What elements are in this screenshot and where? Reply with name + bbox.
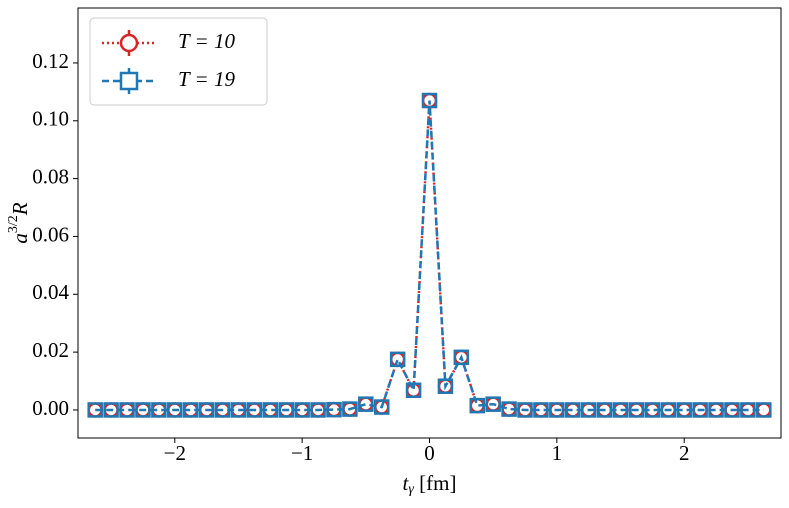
marker xyxy=(501,401,517,417)
marker xyxy=(421,92,438,109)
marker xyxy=(644,402,661,418)
marker xyxy=(310,402,326,418)
y-tick-label: 0.12 xyxy=(32,49,69,73)
y-tick-label: 0.08 xyxy=(32,164,69,188)
marker xyxy=(485,396,501,412)
marker xyxy=(342,401,358,417)
plot-area xyxy=(87,92,772,418)
marker xyxy=(230,402,247,418)
y-label-part: a xyxy=(8,233,32,244)
y-label-part: R xyxy=(8,202,32,216)
marker xyxy=(628,402,645,418)
legend-marker xyxy=(119,33,139,53)
y-tick-label: 0.00 xyxy=(32,396,69,420)
x-tick-label: 0 xyxy=(424,441,435,465)
marker xyxy=(182,402,199,418)
legend: T = 10 T = 19 xyxy=(89,17,268,106)
marker xyxy=(533,402,549,418)
x-label-part: γ xyxy=(408,482,414,497)
marker xyxy=(453,349,470,366)
marker xyxy=(405,382,422,399)
marker xyxy=(87,402,103,418)
y-tick-label: 0.10 xyxy=(32,107,69,131)
marker xyxy=(580,402,597,418)
marker xyxy=(389,351,406,368)
marker xyxy=(517,402,533,418)
marker xyxy=(612,402,629,418)
x-label-part: t xyxy=(403,471,410,495)
marker xyxy=(740,402,756,418)
marker xyxy=(167,402,183,418)
marker xyxy=(198,402,215,418)
marker xyxy=(214,402,231,418)
marker xyxy=(278,402,294,418)
marker xyxy=(389,351,406,368)
marker xyxy=(262,402,279,418)
marker xyxy=(151,402,167,418)
legend-marker xyxy=(119,71,139,91)
legend-label: T = 10 xyxy=(178,29,235,53)
x-tick-label: 1 xyxy=(552,441,563,465)
marker xyxy=(119,402,135,418)
marker xyxy=(660,402,677,418)
plot-frame xyxy=(77,7,782,439)
legend-label: T = 19 xyxy=(178,67,235,91)
marker xyxy=(596,402,613,418)
y-tick-label: 0.06 xyxy=(32,222,69,246)
x-axis-label: tγ [fm] xyxy=(403,471,457,497)
marker xyxy=(708,402,724,418)
marker xyxy=(676,402,692,418)
x-label-part: [fm] xyxy=(414,471,457,495)
series-line xyxy=(95,100,764,412)
marker xyxy=(724,402,740,418)
marker xyxy=(103,402,119,418)
marker xyxy=(565,402,581,418)
marker xyxy=(326,401,342,418)
marker xyxy=(692,402,708,418)
y-axis-label: a3/2R xyxy=(6,202,32,243)
marker xyxy=(135,402,151,418)
x-tick-label: 2 xyxy=(679,441,690,465)
marker xyxy=(437,378,454,394)
marker xyxy=(358,396,374,412)
y-tick-label: 0.02 xyxy=(32,338,69,362)
x-tick-label: −1 xyxy=(291,441,313,465)
marker xyxy=(294,402,310,418)
y-tick-label: 0.04 xyxy=(32,280,69,304)
marker xyxy=(373,399,390,415)
x-tick-label: −2 xyxy=(164,441,186,465)
marker xyxy=(469,397,486,414)
marker xyxy=(246,402,263,418)
y-label-part: 3/2 xyxy=(6,215,21,233)
marker xyxy=(756,402,772,418)
marker xyxy=(549,402,565,418)
